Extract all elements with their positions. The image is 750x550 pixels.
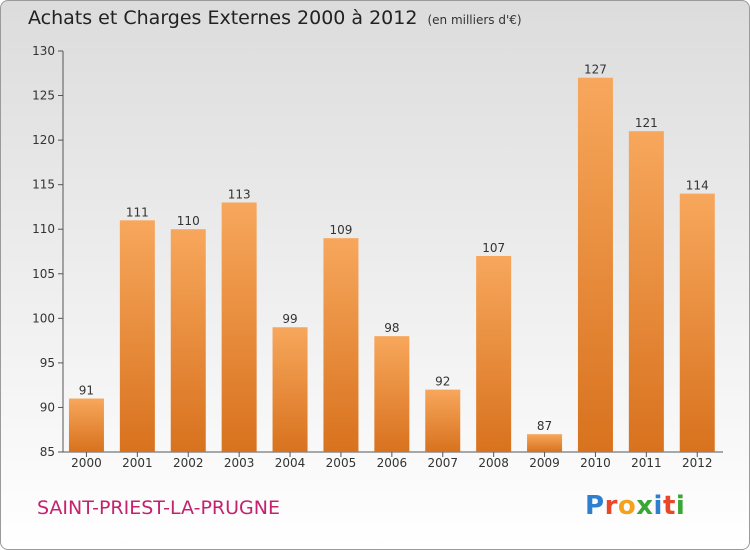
x-tick-label: 2012 [682, 456, 713, 470]
chart-title: Achats et Charges Externes 2000 à 2012 (e… [28, 7, 522, 29]
y-tick-label: 115 [32, 178, 55, 192]
x-tick-label: 2011 [631, 456, 662, 470]
bar [425, 389, 461, 452]
data-label: 107 [482, 241, 505, 255]
x-tick-label: 2010 [580, 456, 611, 470]
data-label: 127 [584, 63, 607, 77]
data-label: 92 [435, 375, 450, 389]
data-label: 99 [282, 312, 297, 326]
data-label: 98 [384, 321, 399, 335]
chart-labels: 2000 91 2001 111 2002 110 2003 113 2004 99 2005 109… [71, 63, 712, 470]
x-tick-label: 2004 [275, 456, 306, 470]
y-tick-label: 90 [40, 400, 55, 414]
bar [119, 220, 155, 452]
y-tick-label: 110 [32, 222, 55, 236]
bar [272, 327, 308, 452]
y-tick-label: 85 [40, 445, 55, 459]
data-label: 121 [635, 116, 658, 130]
x-tick-label: 2008 [478, 456, 509, 470]
bar [577, 77, 613, 452]
commune-name: SAINT-PRIEST-LA-PRUGNE [37, 497, 280, 519]
x-tick-label: 2006 [377, 456, 408, 470]
logo-letter: t [662, 491, 676, 521]
data-label: 111 [126, 205, 149, 219]
logo-letter: x [636, 491, 654, 521]
logo-letter: r [604, 491, 618, 521]
bar [679, 193, 715, 453]
bar [527, 434, 563, 452]
x-tick-label: 2009 [529, 456, 560, 470]
y-tick-label: 100 [32, 311, 55, 325]
y-tick-label: 125 [32, 89, 55, 103]
logo-letter: i [653, 491, 663, 521]
bar [374, 336, 410, 452]
y-tick-label: 130 [32, 44, 55, 58]
logo-letter: o [617, 491, 637, 521]
bar [68, 398, 104, 452]
data-label: 91 [79, 384, 94, 398]
data-label: 110 [177, 214, 200, 228]
logo-letter: P [585, 491, 605, 521]
chart-unit: (en milliers d'€) [427, 13, 522, 27]
data-label: 87 [537, 419, 552, 433]
bar [628, 131, 664, 452]
chart-title-text: Achats et Charges Externes 2000 à 2012 [28, 7, 418, 29]
logo-letter: i [675, 491, 686, 521]
bar [221, 202, 257, 452]
x-tick-label: 2007 [427, 456, 458, 470]
x-tick-label: 2002 [173, 456, 204, 470]
bar [323, 238, 359, 452]
bar [170, 229, 206, 452]
y-tick-label: 105 [32, 267, 55, 281]
x-tick-label: 2003 [224, 456, 255, 470]
y-tick-label: 95 [40, 356, 55, 370]
data-label: 114 [686, 179, 709, 193]
y-tick-label: 120 [32, 133, 55, 147]
data-label: 109 [329, 223, 352, 237]
chart-bars [68, 77, 715, 453]
x-tick-label: 2001 [122, 456, 153, 470]
data-label: 113 [228, 187, 251, 201]
proxiti-logo: Proxiti [585, 491, 685, 521]
bar [476, 255, 512, 452]
x-tick-label: 2005 [326, 456, 357, 470]
x-tick-label: 2000 [71, 456, 102, 470]
